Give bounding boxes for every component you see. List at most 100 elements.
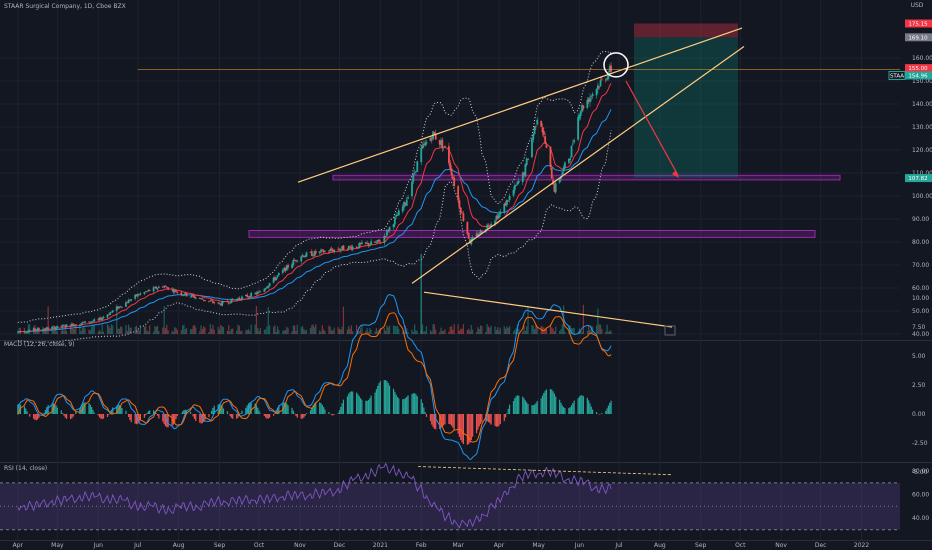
volume-bar [320, 331, 322, 334]
macd-histogram-bar [406, 396, 408, 414]
volume-bar [183, 324, 185, 334]
candle-body [135, 294, 138, 297]
candle-body [590, 95, 593, 97]
volume-bar [359, 328, 362, 334]
candle-body [368, 244, 371, 247]
macd-histogram-bar [553, 393, 555, 414]
candle-body [535, 125, 537, 127]
macd-histogram-bar [407, 395, 409, 414]
macd-histogram-bar [213, 405, 215, 414]
macd-histogram-bar [98, 414, 101, 418]
candle-body [554, 183, 557, 193]
macd-histogram-bar [266, 414, 268, 419]
volume-bar [485, 331, 487, 334]
candle-body [324, 251, 326, 252]
volume-bar [43, 330, 45, 334]
volume-bar [526, 326, 528, 334]
volume-bar [498, 330, 500, 334]
macd-histogram-bar [108, 414, 110, 415]
volume-bar [431, 331, 433, 334]
volume-bar [63, 330, 65, 334]
volume-bar [109, 328, 111, 334]
macd-histogram-bar [377, 385, 379, 414]
candle-body [413, 172, 416, 174]
candle-body [600, 78, 603, 80]
candle-body [550, 167, 553, 179]
macd-histogram-bar [156, 414, 159, 416]
macd-histogram-bar [100, 414, 102, 419]
price-tag [905, 71, 932, 80]
candle-body [366, 243, 369, 244]
price-pane[interactable] [16, 23, 900, 343]
macd-histogram-bar [561, 405, 563, 414]
macd-histogram-bar [319, 402, 321, 414]
macd-pane[interactable] [17, 291, 673, 460]
macd-histogram-bar [589, 403, 591, 414]
macd-histogram-bar [232, 414, 234, 419]
volume-bar [342, 306, 345, 334]
macd-histogram-bar [135, 414, 138, 425]
candle-body [506, 199, 508, 206]
candle-body [235, 299, 238, 301]
price-tick-label: 40.00 [912, 331, 929, 338]
candle-body [579, 111, 582, 116]
macd-histogram-bar [139, 414, 142, 421]
candle-body [167, 287, 170, 290]
volume-bar [175, 328, 177, 334]
candle-body [72, 323, 75, 326]
volume-bar [564, 331, 566, 334]
macd-histogram-bar [404, 398, 407, 414]
macd-histogram-bar [415, 394, 417, 414]
rsi-tick-label: 40.00 [912, 515, 929, 522]
support-zone [332, 174, 841, 181]
support-zone [248, 230, 816, 238]
candle-body [53, 326, 56, 329]
volume-bar [330, 330, 333, 334]
candle-body [84, 321, 86, 323]
candle-body [384, 236, 387, 237]
macd-histogram-bar [241, 410, 243, 414]
volume-bar [127, 324, 130, 334]
time-tick-label: Sep [214, 542, 226, 549]
macd-histogram-bar [365, 400, 367, 414]
events-icon[interactable] [664, 325, 676, 336]
macd-histogram-bar [444, 414, 446, 425]
volume-bar [387, 327, 389, 334]
time-tick-label: Apr [494, 542, 505, 549]
volume-bar [578, 328, 581, 334]
volume-bar [333, 327, 335, 334]
rsi-pane[interactable] [0, 462, 900, 531]
candle-body [130, 299, 133, 301]
macd-histogram-bar [286, 403, 288, 414]
candle-body [338, 249, 341, 251]
candle-body [117, 306, 119, 309]
candle-body [172, 289, 175, 293]
candle-body [424, 142, 427, 146]
candle-body [64, 325, 67, 327]
volume-bar [55, 327, 57, 334]
macd-histogram-bar [189, 411, 192, 414]
candle-body [28, 330, 31, 331]
candle-body [19, 331, 22, 333]
macd-histogram-bar [383, 380, 385, 414]
macd-histogram-bar [398, 398, 400, 414]
macd-histogram-bar [581, 395, 583, 414]
candle-body [102, 317, 105, 319]
volume-bar [468, 328, 470, 334]
macd-histogram-bar [403, 399, 405, 414]
macd-histogram-bar [489, 414, 491, 424]
candle-body [219, 303, 222, 306]
macd-histogram-bar [356, 392, 358, 414]
macd-histogram-bar [341, 403, 343, 414]
candle-body [488, 226, 491, 227]
volume-bar [402, 330, 404, 334]
candle-body [322, 250, 325, 253]
fast-ma-line [17, 83, 612, 333]
candle-body [397, 210, 400, 216]
candle-body [570, 145, 573, 158]
macd-histogram-bar [265, 414, 267, 418]
volume-bar [69, 325, 72, 334]
candle-body [342, 245, 345, 250]
candle-body [540, 121, 543, 127]
